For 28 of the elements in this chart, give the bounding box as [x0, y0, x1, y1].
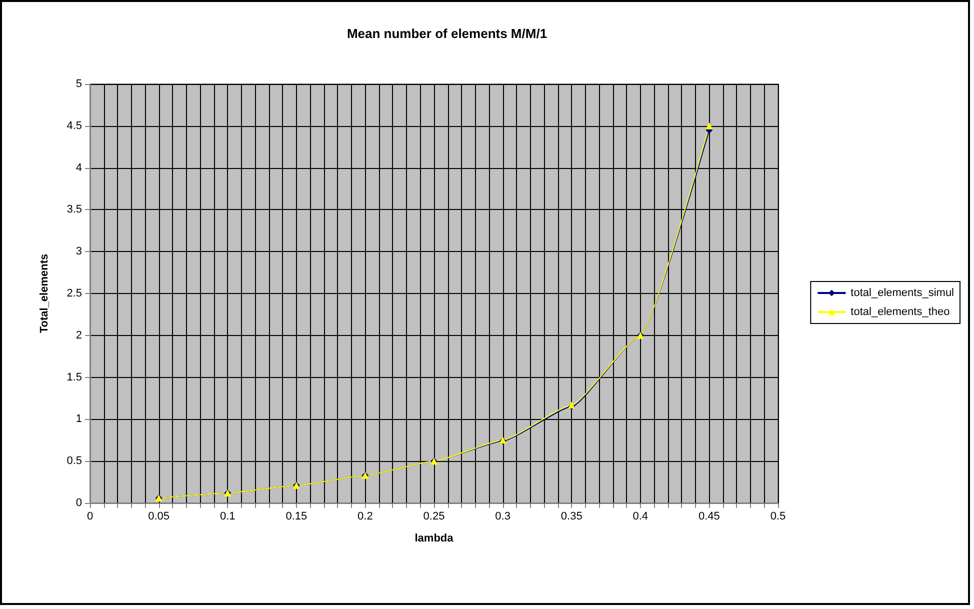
- x-tick-label: 0: [86, 510, 94, 522]
- x-tick-label: 0.3: [495, 510, 510, 522]
- x-tick-label: 0.5: [770, 510, 786, 522]
- legend-label: total_elements_theo: [850, 306, 950, 318]
- y-tick-label: 5: [76, 78, 82, 90]
- y-tick-label: 1: [76, 413, 82, 426]
- chart-title: Mean number of elements M/M/1: [346, 26, 548, 41]
- x-tick-label: 0.1: [220, 510, 236, 522]
- x-tick-label: 0.4: [632, 510, 648, 522]
- y-tick-label: 0: [76, 497, 82, 509]
- y-axis-title: Total_elements: [38, 254, 50, 334]
- y-tick-label: 3.5: [66, 204, 82, 216]
- y-tick-label: 2: [76, 329, 82, 342]
- y-tick-label: 3: [76, 246, 82, 258]
- x-tick-label: 0.05: [148, 510, 170, 522]
- x-tick-label: 0.45: [698, 510, 720, 522]
- x-axis-title: lambda: [414, 532, 454, 544]
- y-tick-label: 1.5: [66, 371, 82, 384]
- y-tick-label: 0.5: [66, 455, 82, 468]
- x-tick-label: 0.15: [286, 510, 308, 522]
- y-tick-label: 4: [76, 162, 82, 174]
- x-tick-label: 0.35: [560, 510, 582, 522]
- y-tick-label: 4.5: [66, 120, 82, 132]
- x-tick-label: 0.2: [358, 510, 373, 522]
- legend-label: total_elements_simul: [850, 287, 954, 299]
- x-tick-label: 0.25: [423, 510, 445, 522]
- y-tick-label: 2.5: [66, 288, 82, 300]
- point: [706, 122, 713, 130]
